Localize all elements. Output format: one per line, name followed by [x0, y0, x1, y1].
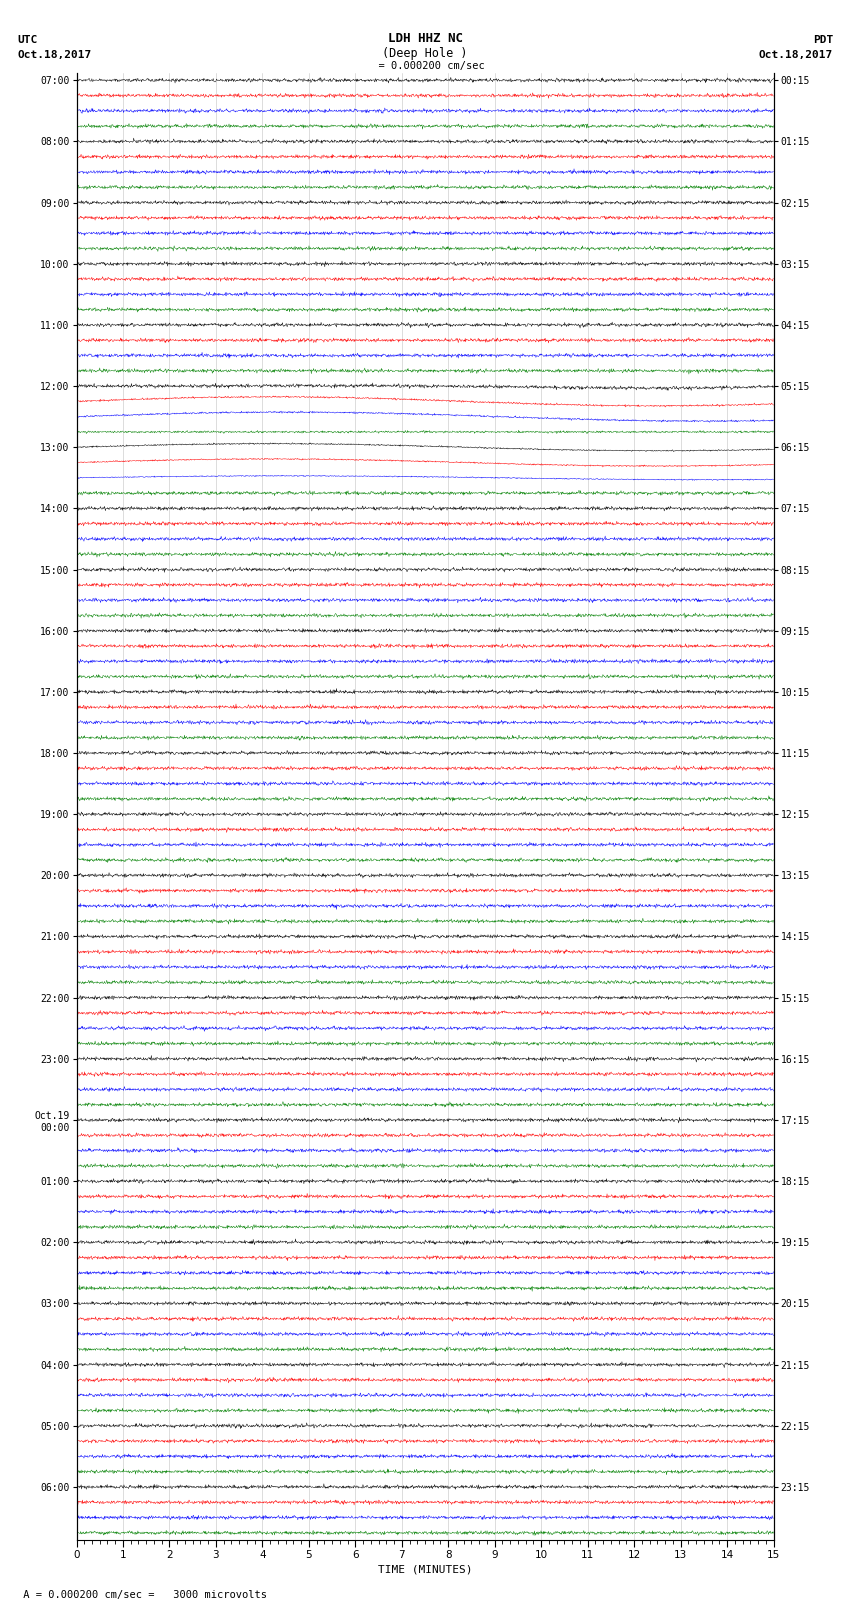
Text: PDT: PDT	[813, 35, 833, 45]
Text: UTC: UTC	[17, 35, 37, 45]
Text: = 0.000200 cm/sec: = 0.000200 cm/sec	[366, 61, 484, 71]
Text: LDH HHZ NC: LDH HHZ NC	[388, 32, 462, 45]
X-axis label: TIME (MINUTES): TIME (MINUTES)	[377, 1565, 473, 1574]
Text: (Deep Hole ): (Deep Hole )	[382, 47, 468, 60]
Text: Oct.18,2017: Oct.18,2017	[17, 50, 91, 60]
Text: A = 0.000200 cm/sec =   3000 microvolts: A = 0.000200 cm/sec = 3000 microvolts	[17, 1590, 267, 1600]
Text: Oct.18,2017: Oct.18,2017	[759, 50, 833, 60]
